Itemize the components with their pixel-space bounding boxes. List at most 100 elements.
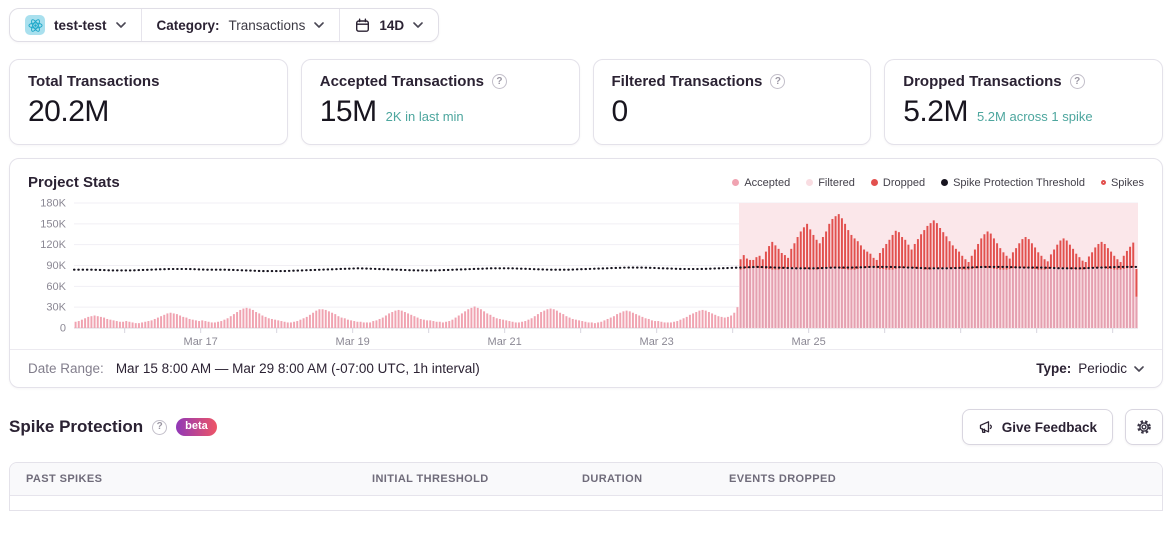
type-selector[interactable]: Type: Periodic [1036,361,1144,376]
stat-card-value: 15M [319,95,377,128]
stat-card-title-text: Total Transactions [28,73,160,90]
column-header-events-dropped: EVENTS DROPPED [729,473,837,485]
chart-header: Project Stats Accepted Filtered Dropped Spi… [10,159,1162,193]
give-feedback-label: Give Feedback [1001,419,1097,435]
legend-item-spike-protection-threshold[interactable]: Spike Protection Threshold [941,177,1085,189]
stat-card-subtext: 5.2M across 1 spike [976,109,1093,124]
past-spikes-table: PAST SPIKES INITIAL THRESHOLD DURATION EVEN… [9,462,1163,511]
chart-body: 180K 150K 120K 90K 60K 30K 0 Mar 17 Mar 19 Mar 21… [10,193,1162,349]
project-selector[interactable]: test-test [10,9,141,41]
x-axis-tick-label: Mar 19 [336,336,370,348]
spike-protection-title: Spike Protection [9,417,144,436]
page-filter-bar: test-test Category: Transactions 14D [9,8,440,42]
legend-label: Spike Protection Threshold [953,176,1085,189]
chevron-down-icon [314,22,325,28]
stat-card-title: Accepted Transactions? [320,73,561,90]
stat-card-filtered-transactions: Filtered Transactions? 0 [592,59,872,145]
dot-marker-icon [732,179,740,186]
stat-card-title: Filtered Transactions? [612,73,853,90]
legend-label: Accepted [744,176,791,189]
legend-item-filtered[interactable]: Filtered [806,177,855,189]
table-row[interactable] [10,496,1162,510]
react-project-icon [25,15,45,35]
stat-card-value: 20.2M [28,95,109,128]
legend-item-accepted[interactable]: Accepted [732,177,790,189]
page: test-test Category: Transactions 14D [9,8,1163,511]
x-axis-tick-label: Mar 23 [640,336,674,348]
spike-protection-threshold-line [72,265,1140,273]
date-range-text: Mar 15 8:00 AM — Mar 29 8:00 AM (-07:00 … [115,361,480,376]
y-axis-tick-label: 30K [46,302,66,314]
chart-title: Project Stats [28,174,120,191]
y-axis-tick-label: 150K [40,218,66,230]
date-range-selector[interactable]: 14D [339,9,438,41]
stat-card-accepted-transactions: Accepted Transactions? 15M 2K in last min [300,59,580,145]
type-label: Type: [1036,361,1072,376]
chevron-down-icon [115,22,126,28]
type-value: Periodic [1078,361,1127,376]
stat-card-total-transactions: Total Transactions 20.2M [9,59,288,145]
stat-card-subtext: 2K in last min [385,109,464,124]
y-axis-tick-label: 180K [40,198,66,210]
date-range-value: 14D [379,17,405,33]
help-icon[interactable]: ? [491,74,507,89]
dropped-bars [739,214,1138,297]
help-icon[interactable]: ? [770,74,786,89]
column-header-initial-threshold: INITIAL THRESHOLD [372,473,489,485]
stat-card-value-row: 0 [612,95,853,129]
project-stats-chart[interactable]: 180K 150K 120K 90K 60K 30K 0 Mar 17 Mar 19 Mar 21… [28,195,1144,349]
dot-marker-icon [870,179,878,186]
beta-badge: beta [176,418,217,436]
y-axis-tick-label: 120K [40,239,66,251]
chevron-down-icon [413,22,423,28]
y-axis-tick-label: 60K [46,281,66,293]
help-icon[interactable]: ? [152,419,168,435]
dot-marker-icon [941,179,949,186]
legend-item-spikes[interactable]: Spikes [1100,176,1144,189]
column-header-past-spikes: PAST SPIKES [26,473,103,485]
stat-card-value: 0 [611,95,629,128]
x-axis-tick-label: Mar 17 [184,336,218,348]
chevron-down-icon [1134,365,1144,372]
project-name: test-test [54,17,107,33]
calendar-icon [356,18,370,32]
stat-card-dropped-transactions: Dropped Transactions? 5.2M 5.2M across 1 s… [884,59,1163,145]
spike-protection-header: Spike Protection ? beta Give Feedback [9,409,1163,445]
settings-button[interactable] [1125,409,1163,445]
stat-card-value-row: 20.2M [28,95,269,129]
help-icon[interactable]: ? [1069,74,1085,89]
x-axis-tick-label: Mar 25 [792,336,826,348]
ring-marker-icon [1100,180,1106,185]
stat-card-title: Total Transactions [28,73,269,90]
table-header-row: PAST SPIKES INITIAL THRESHOLD DURATION EVEN… [10,463,1162,496]
megaphone-icon [979,421,992,434]
stat-card-value-row: 5.2M 5.2M across 1 spike [903,95,1144,129]
category-selector[interactable]: Category: Transactions [140,9,340,41]
chart-legend: Accepted Filtered Dropped Spike Protection … [732,177,1144,189]
gear-icon [1137,420,1151,434]
accepted-bars [74,267,1138,328]
stat-cards-row: Total Transactions 20.2M Accepted Transact… [9,59,1163,145]
stat-card-title-text: Dropped Transactions [903,73,1062,90]
legend-label: Dropped [882,176,926,189]
stat-card-value-row: 15M 2K in last min [320,95,561,129]
date-range-label: Date Range: [28,361,104,376]
stat-card-title: Dropped Transactions? [903,73,1144,90]
spike-region [739,203,1138,328]
y-axis-tick-label: 0 [60,323,66,335]
project-stats-card: Project Stats Accepted Filtered Dropped Spi… [9,158,1163,388]
stat-card-value: 5.2M [903,95,968,128]
category-label: Category: [156,17,220,33]
legend-label: Spikes [1110,176,1144,189]
y-axis-tick-label: 90K [46,260,66,272]
give-feedback-button[interactable]: Give Feedback [961,409,1113,445]
chart-footer: Date Range: Mar 15 8:00 AM — Mar 29 8:00… [10,349,1162,387]
legend-item-dropped[interactable]: Dropped [870,176,926,189]
category-value: Transactions [228,17,306,33]
dot-marker-icon [806,179,814,186]
legend-label: Filtered [818,176,855,189]
stat-card-title-text: Accepted Transactions [319,73,484,90]
stat-card-title-text: Filtered Transactions [611,73,763,90]
x-axis-tick-label: Mar 21 [488,336,522,348]
column-header-duration: DURATION [582,473,643,485]
